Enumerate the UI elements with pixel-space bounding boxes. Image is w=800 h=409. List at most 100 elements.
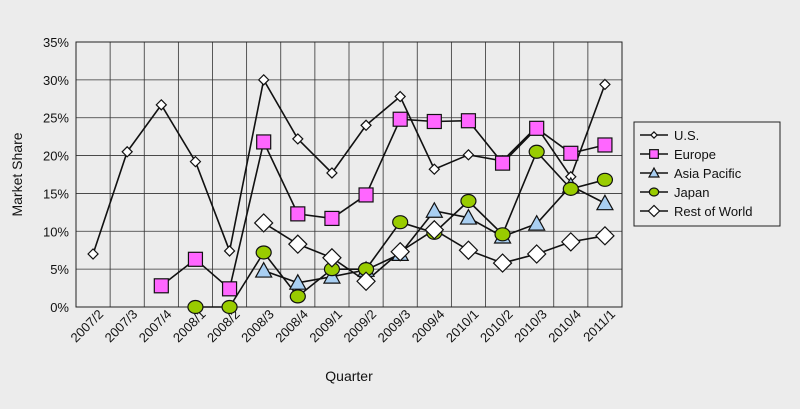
data-point-u-s-	[223, 245, 236, 257]
data-point-rest-of-world	[526, 244, 547, 264]
data-point-rest-of-world	[390, 241, 411, 262]
legend-label: Japan	[674, 185, 709, 200]
x-tick-label: 2010/1	[443, 307, 482, 346]
data-point-u-s-	[360, 119, 372, 132]
data-point-u-s-	[189, 155, 202, 168]
data-point-europe	[324, 210, 340, 227]
data-point-rest-of-world	[253, 213, 274, 233]
legend-marker	[647, 204, 661, 218]
x-tick-label: 2011/1	[580, 307, 618, 345]
x-tick-label: 2008/1	[170, 307, 209, 346]
x-tick-label: 2007/3	[102, 307, 141, 346]
data-point-asia-pacific	[425, 201, 444, 218]
legend-label: Asia Pacific	[674, 166, 742, 181]
y-tick-label: 25%	[43, 111, 69, 126]
x-tick-label: 2010/2	[477, 307, 516, 346]
legend-label: U.S.	[674, 128, 699, 143]
data-point-rest-of-world	[492, 253, 513, 273]
x-tick-label: 2008/2	[204, 307, 243, 346]
data-point-europe	[187, 251, 204, 267]
y-tick-label: 35%	[43, 35, 69, 50]
data-point-u-s-	[87, 248, 99, 260]
x-axis-title: Quarter	[325, 368, 373, 384]
data-point-japan	[289, 289, 306, 304]
legend-item-japan: Japan	[640, 185, 709, 200]
data-point-rest-of-world	[560, 232, 581, 252]
x-tick-label: 2007/4	[136, 307, 175, 346]
plot-area	[75, 41, 623, 308]
data-point-asia-pacific	[527, 214, 546, 231]
x-tick-label: 2009/3	[375, 307, 414, 346]
data-point-u-s-	[326, 167, 338, 179]
series-markers-japan	[187, 144, 614, 315]
x-tick-label: 2010/3	[511, 307, 550, 346]
y-tick-label: 15%	[43, 186, 69, 201]
legend-marker	[650, 131, 658, 139]
data-point-europe	[358, 187, 374, 203]
data-point-japan	[528, 144, 545, 159]
data-point-europe	[221, 281, 238, 297]
data-point-europe	[290, 206, 306, 222]
data-point-japan	[187, 299, 204, 315]
data-point-asia-pacific	[254, 261, 273, 278]
data-point-rest-of-world	[356, 271, 376, 292]
data-point-europe	[529, 120, 545, 136]
data-point-japan	[460, 193, 477, 209]
data-point-u-s-	[599, 78, 611, 91]
data-point-europe	[426, 113, 442, 130]
x-tick-label: 2007/2	[68, 307, 107, 346]
data-point-u-s-	[291, 133, 304, 145]
legend: U.S. Europe Asia Pacific Japan Rest of World	[633, 121, 781, 227]
series-markers	[87, 74, 615, 315]
series-markers-rest-of-world	[253, 213, 615, 292]
y-tick-label: 5%	[50, 262, 69, 277]
legend-marker	[648, 166, 660, 178]
data-point-europe	[392, 111, 408, 127]
data-point-asia-pacific	[288, 273, 307, 290]
data-point-europe	[597, 137, 613, 153]
data-point-rest-of-world	[458, 240, 479, 261]
y-tick-label: 0%	[50, 300, 69, 315]
x-tick-labels: 2007/22007/32007/42008/12008/22008/32008…	[68, 307, 619, 346]
series-markers-u-s-	[87, 74, 611, 260]
y-tick-label: 10%	[43, 224, 69, 239]
x-tick-label: 2010/4	[545, 307, 584, 346]
data-point-europe	[153, 278, 169, 294]
x-tick-label: 2009/4	[409, 307, 448, 346]
legend-marker	[648, 187, 660, 197]
data-point-rest-of-world	[287, 234, 308, 255]
legend-label: Rest of World	[674, 204, 753, 219]
x-tick-label: 2009/1	[306, 307, 345, 346]
x-tick-label: 2008/4	[272, 307, 311, 346]
legend-item-asia-pacific: Asia Pacific	[640, 166, 742, 181]
data-point-asia-pacific	[459, 208, 478, 225]
data-point-rest-of-world	[424, 219, 445, 240]
y-axis-title: Market Share	[9, 132, 25, 216]
legend-item-europe: Europe	[640, 147, 716, 162]
legend-item-u-s-: U.S.	[640, 128, 699, 143]
data-point-rest-of-world	[322, 247, 342, 268]
y-tick-label: 30%	[43, 73, 69, 88]
data-point-u-s-	[462, 148, 475, 161]
data-point-rest-of-world	[595, 225, 615, 246]
data-point-japan	[221, 299, 238, 315]
series-markers-europe	[153, 111, 613, 297]
data-point-u-s-	[428, 163, 441, 176]
x-tick-label: 2009/2	[341, 307, 380, 346]
data-point-europe	[460, 113, 477, 129]
data-point-japan	[392, 215, 409, 230]
series-line-u-s-	[92, 77, 606, 255]
data-point-japan	[494, 227, 511, 242]
legend-label: Europe	[674, 147, 716, 162]
data-point-europe	[256, 134, 272, 150]
data-point-japan	[562, 181, 579, 196]
data-point-u-s-	[394, 90, 407, 103]
x-tick-label: 2008/3	[238, 307, 277, 346]
legend-item-rest-of-world: Rest of World	[640, 204, 753, 219]
data-point-europe	[563, 145, 579, 161]
data-point-asia-pacific	[595, 194, 614, 211]
data-point-u-s-	[155, 98, 168, 111]
legend-marker	[649, 149, 659, 159]
